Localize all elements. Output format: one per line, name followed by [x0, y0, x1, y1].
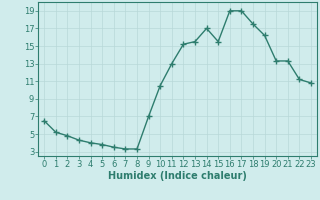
X-axis label: Humidex (Indice chaleur): Humidex (Indice chaleur) [108, 171, 247, 181]
